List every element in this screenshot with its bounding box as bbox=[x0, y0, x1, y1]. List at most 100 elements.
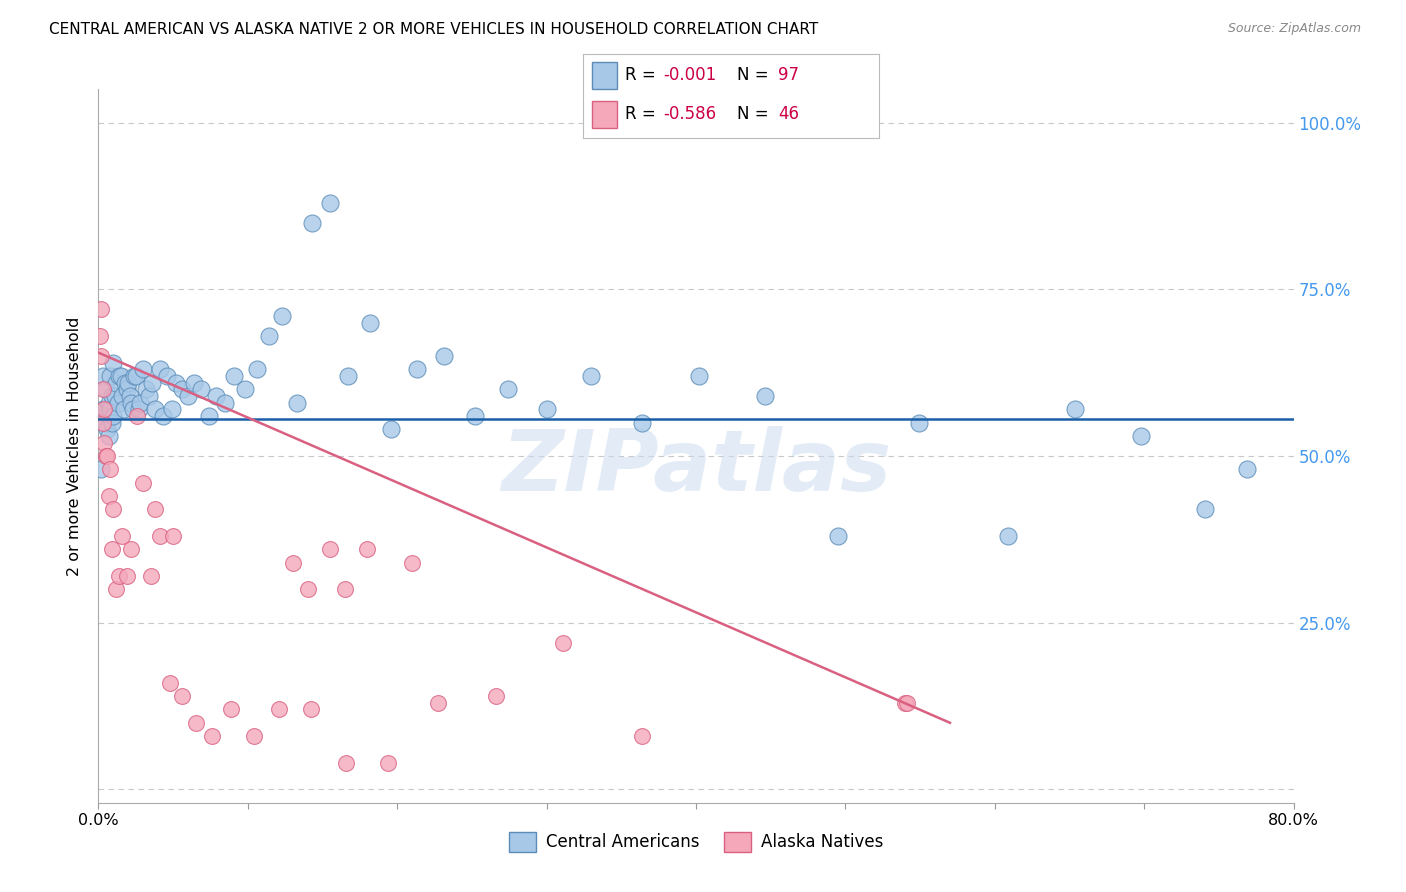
Y-axis label: 2 or more Vehicles in Household: 2 or more Vehicles in Household bbox=[67, 317, 83, 575]
Point bbox=[132, 362, 155, 376]
Point bbox=[201, 729, 224, 743]
Point bbox=[91, 416, 114, 430]
Point bbox=[285, 395, 308, 409]
Point bbox=[108, 569, 131, 583]
Point bbox=[138, 389, 160, 403]
Point bbox=[485, 689, 508, 703]
Point bbox=[112, 402, 135, 417]
Point bbox=[184, 715, 207, 730]
Point bbox=[103, 356, 125, 370]
Point bbox=[359, 316, 381, 330]
Point bbox=[101, 542, 124, 557]
Text: 46: 46 bbox=[779, 105, 800, 123]
Point bbox=[118, 389, 141, 403]
Point bbox=[91, 368, 114, 383]
Point bbox=[101, 389, 124, 403]
Point bbox=[205, 389, 228, 403]
Point bbox=[894, 696, 917, 710]
Point bbox=[108, 368, 131, 383]
Point bbox=[135, 382, 157, 396]
Point bbox=[156, 368, 179, 383]
Point bbox=[103, 409, 125, 423]
Point bbox=[159, 675, 181, 690]
Point bbox=[536, 402, 558, 417]
Point bbox=[114, 376, 136, 390]
Point bbox=[143, 502, 166, 516]
Point bbox=[93, 435, 115, 450]
Point bbox=[105, 376, 128, 390]
Point bbox=[91, 382, 114, 396]
Point bbox=[97, 489, 120, 503]
Point bbox=[464, 409, 486, 423]
Point bbox=[299, 702, 322, 716]
Point bbox=[496, 382, 519, 396]
Point bbox=[141, 376, 163, 390]
Point bbox=[93, 402, 115, 417]
Point bbox=[172, 382, 194, 396]
Point bbox=[377, 756, 399, 770]
Point bbox=[183, 376, 205, 390]
Point bbox=[432, 349, 454, 363]
Point bbox=[551, 636, 574, 650]
Point bbox=[281, 556, 304, 570]
Point bbox=[335, 756, 357, 770]
Point bbox=[198, 409, 221, 423]
Point bbox=[336, 368, 359, 383]
Point bbox=[115, 382, 138, 396]
Text: Source: ZipAtlas.com: Source: ZipAtlas.com bbox=[1227, 22, 1361, 36]
Point bbox=[907, 416, 929, 430]
Point bbox=[101, 416, 124, 430]
Point bbox=[581, 368, 603, 383]
Point bbox=[1236, 462, 1258, 476]
Point bbox=[257, 329, 280, 343]
Point bbox=[115, 569, 138, 583]
Bar bbox=[592, 101, 617, 128]
Point bbox=[91, 402, 114, 417]
Point bbox=[177, 389, 200, 403]
Point bbox=[132, 475, 155, 490]
Point bbox=[297, 582, 319, 597]
Point bbox=[117, 376, 139, 390]
Point bbox=[90, 302, 112, 317]
Point bbox=[190, 382, 212, 396]
Text: R =: R = bbox=[624, 105, 661, 123]
Point bbox=[98, 402, 122, 417]
Point bbox=[125, 368, 148, 383]
Point bbox=[405, 362, 427, 376]
Point bbox=[121, 402, 143, 417]
Point bbox=[139, 569, 162, 583]
Point bbox=[90, 462, 112, 476]
Point bbox=[107, 395, 129, 409]
Point bbox=[754, 389, 776, 403]
Point bbox=[1194, 502, 1216, 516]
Point bbox=[333, 582, 356, 597]
Legend: Central Americans, Alaska Natives: Central Americans, Alaska Natives bbox=[502, 825, 890, 859]
Point bbox=[165, 376, 187, 390]
Point bbox=[172, 689, 194, 703]
Point bbox=[631, 416, 654, 430]
Text: CENTRAL AMERICAN VS ALASKA NATIVE 2 OR MORE VEHICLES IN HOUSEHOLD CORRELATION CH: CENTRAL AMERICAN VS ALASKA NATIVE 2 OR M… bbox=[49, 22, 818, 37]
Point bbox=[997, 529, 1019, 543]
Bar bbox=[592, 62, 617, 89]
Point bbox=[111, 529, 134, 543]
Point bbox=[426, 696, 449, 710]
Point bbox=[103, 502, 125, 516]
Text: -0.586: -0.586 bbox=[664, 105, 716, 123]
Point bbox=[94, 449, 117, 463]
Point bbox=[896, 696, 918, 710]
Point bbox=[160, 402, 183, 417]
Point bbox=[110, 368, 132, 383]
Point bbox=[1130, 429, 1153, 443]
Point bbox=[1064, 402, 1087, 417]
Point bbox=[631, 729, 654, 743]
Text: -0.001: -0.001 bbox=[664, 66, 717, 84]
Point bbox=[120, 395, 142, 409]
Point bbox=[214, 395, 236, 409]
Point bbox=[380, 422, 402, 436]
Point bbox=[246, 362, 269, 376]
Point bbox=[98, 462, 122, 476]
Point bbox=[105, 582, 128, 597]
Point bbox=[149, 529, 172, 543]
Point bbox=[120, 542, 142, 557]
Point bbox=[94, 382, 117, 396]
